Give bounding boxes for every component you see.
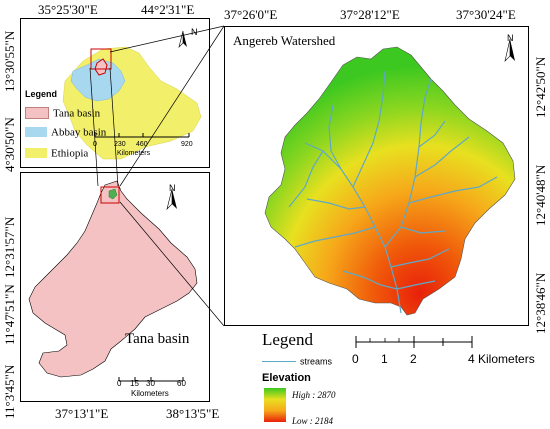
north-label: N — [169, 183, 176, 193]
inset1-scale-unit: Kilometers — [117, 150, 151, 157]
main-scale-4: 4 Kilometers — [468, 352, 535, 366]
inset2-scale-15: 15 — [130, 379, 139, 388]
elevation-title: Elevation — [262, 372, 311, 384]
main-scale-2: 2 — [410, 352, 417, 366]
inset2-scale-30: 30 — [146, 379, 155, 388]
inset2-left-coord-2: 11°47'51"N — [2, 284, 17, 345]
legend-streams-item: streams — [262, 352, 332, 366]
north-label: N — [191, 27, 198, 37]
watershed-map: Angereb Watershed N — [224, 26, 529, 326]
elevation-low-label: Low : 2184 — [292, 416, 334, 426]
tana-map-graphic — [28, 180, 198, 382]
main-right-coord-2: 12°40'48"N — [533, 164, 548, 226]
inset1-legend-item-tana: Tana basin — [25, 104, 100, 120]
inset-map-ethiopia: N Legend Tana basin Abbay basin Ethiopia… — [20, 18, 210, 168]
inset1-left-coord-1: 13°30'55"N — [2, 30, 17, 92]
inset-map-tana: N Tana basin 0 15 30 60 Kilometers — [20, 172, 210, 402]
main-top-coord-3: 37°30'24"E — [456, 7, 516, 22]
inset1-scale-920: 920 — [181, 141, 193, 148]
inset1-left-coord-2: 4°30'50"N — [2, 117, 17, 172]
inset2-scale-60: 60 — [177, 379, 186, 388]
inset1-top-coord-2: 44°2'31"E — [141, 2, 195, 17]
main-top-coord-2: 37°28'12"E — [340, 7, 400, 22]
main-top-coord-1: 37°26'0"E — [224, 7, 278, 22]
tana-basin-label: Tana basin — [125, 331, 190, 347]
north-label: N — [507, 33, 514, 43]
inset1-scale-0: 0 — [93, 141, 97, 148]
inset2-left-coord-1: 12°31'57"N — [2, 216, 17, 278]
main-right-coord-3: 12°38'46"N — [533, 272, 548, 334]
main-right-coord-1: 12°42'50"N — [533, 56, 548, 118]
inset1-legend-item-abbay: Abbay basin — [25, 123, 106, 138]
stream-swatch — [262, 360, 296, 362]
main-legend-title: Legend — [262, 330, 313, 349]
angereb-watershed-small — [108, 188, 118, 200]
inset1-scale-460: 460 — [136, 141, 148, 148]
inset2-scale-unit: Kilometers — [131, 389, 169, 398]
watershed-dem-region — [264, 46, 516, 316]
north-arrow-icon — [504, 38, 515, 62]
elevation-high-label: High : 2870 — [292, 390, 336, 400]
watershed-graphic — [264, 38, 516, 316]
inset2-scale-bar — [118, 377, 184, 382]
inset1-legend-item-ethiopia: Ethiopia — [25, 144, 88, 159]
watershed-title: Angereb Watershed — [233, 33, 336, 48]
stream-network — [288, 70, 498, 314]
main-scale-0: 0 — [352, 352, 359, 366]
north-arrow-icon — [178, 30, 187, 48]
inset2-scale-0: 0 — [117, 379, 122, 388]
inset1-scale-230: 230 — [114, 141, 126, 148]
elevation-color-ramp — [264, 388, 286, 422]
inset2-bottom-coord-2: 38°13'5"E — [166, 406, 220, 421]
main-scale-1: 1 — [381, 352, 388, 366]
inset2-left-coord-3: 11°3'45"N — [2, 364, 17, 419]
inset1-top-coord-1: 35°25'30"E — [38, 2, 98, 17]
inset2-bottom-coord-1: 37°13'1"E — [55, 406, 109, 421]
inset1-highlight-box — [90, 48, 112, 70]
inset1-legend-title: Legend — [25, 89, 58, 99]
inset2-highlight-box — [100, 186, 120, 204]
